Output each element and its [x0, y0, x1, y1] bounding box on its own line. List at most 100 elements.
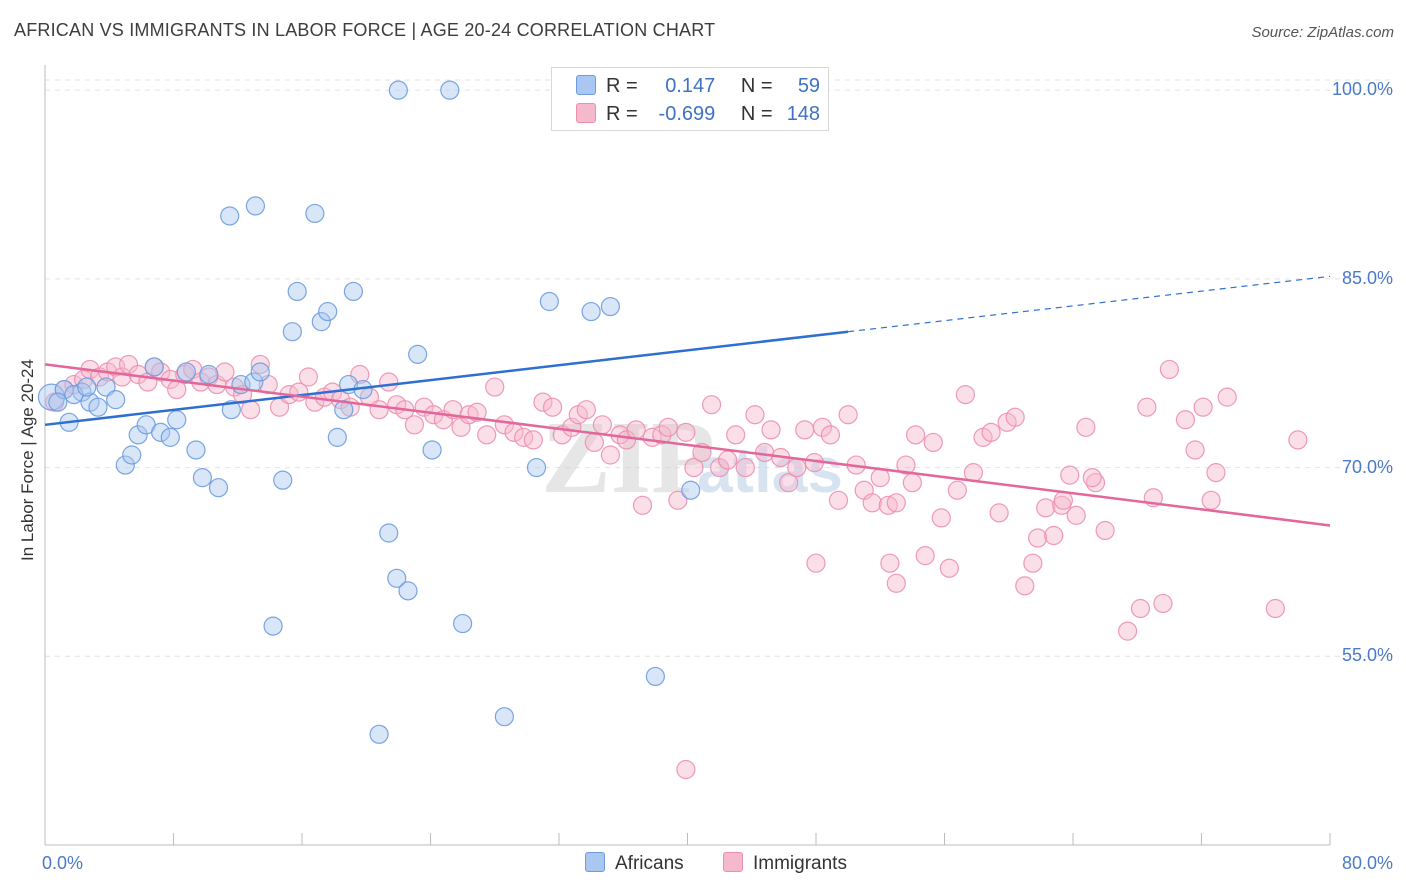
immigrants-point	[862, 493, 882, 513]
immigrants-point	[1015, 576, 1035, 596]
immigrants-point	[710, 457, 730, 478]
bottom-legend-label: Africans	[615, 853, 684, 874]
immigrants-point	[745, 405, 765, 425]
africans-point	[343, 281, 363, 302]
immigrants-point	[632, 495, 653, 515]
immigrants-point	[880, 553, 900, 573]
immigrants-point	[1265, 598, 1285, 619]
africans-point	[369, 724, 389, 744]
immigrants-point	[1159, 359, 1179, 380]
r-label: R =	[606, 75, 638, 97]
r-value-africans: 0.147	[665, 75, 716, 97]
immigrants-point	[658, 417, 678, 437]
trend-lines	[44, 275, 1331, 527]
immigrants-point	[379, 372, 399, 392]
immigrants-point	[1153, 593, 1173, 614]
immigrants-point	[981, 422, 1001, 442]
immigrants-point	[1005, 407, 1025, 427]
africans-point	[208, 478, 229, 498]
africans-point	[311, 312, 331, 332]
immigrants-point	[467, 402, 487, 422]
immigrants-point	[902, 473, 922, 493]
immigrants-point	[1217, 387, 1237, 407]
africans-point	[526, 457, 547, 478]
n-label: N =	[740, 75, 773, 97]
africans-point	[387, 568, 407, 588]
immigrants-point	[828, 490, 849, 510]
immigrants-point	[1066, 505, 1086, 525]
africans-point	[287, 281, 307, 302]
africans-point	[645, 666, 665, 687]
africans-point	[681, 480, 701, 500]
immigrants-point	[896, 455, 916, 475]
immigrants-point	[905, 425, 926, 445]
source-label: Source: ZipAtlas.com	[1251, 24, 1394, 41]
africans-point	[186, 440, 206, 460]
africans-point	[122, 445, 142, 465]
africans-point	[144, 357, 164, 377]
africans-point	[318, 301, 338, 322]
immigrants-point	[1206, 463, 1226, 483]
bottom-legend-africans: Africans	[585, 852, 684, 875]
n-value-immigrants: 148	[786, 103, 821, 125]
immigrants-point	[676, 759, 696, 780]
immigrants-point	[820, 425, 841, 445]
africans-trend-extension	[848, 275, 1331, 333]
immigrants-point	[989, 503, 1009, 523]
immigrants-point	[701, 395, 722, 415]
immigrants-point	[1085, 473, 1106, 493]
legend-row-immigrants: R = -0.699 N = 148	[576, 102, 820, 126]
immigrants-point	[726, 425, 746, 445]
immigrants-point	[477, 425, 497, 445]
immigrants-swatch	[576, 103, 596, 123]
africans-point	[263, 616, 283, 636]
bottom-legend-label: Immigrants	[753, 853, 847, 874]
africans-point	[379, 523, 399, 543]
africans-point	[398, 581, 418, 601]
africans-point	[176, 362, 196, 382]
immigrants-point	[626, 420, 646, 440]
immigrants-point	[485, 377, 505, 397]
immigrants-point	[523, 430, 543, 450]
immigrants-point	[151, 362, 171, 382]
immigrants-point	[404, 415, 425, 435]
immigrants-point	[668, 490, 688, 510]
immigrants-point	[652, 425, 672, 445]
africans-point	[440, 80, 460, 100]
immigrants-point	[779, 473, 799, 493]
africans-swatch	[576, 75, 596, 95]
immigrants-point	[1076, 417, 1096, 437]
africans-point	[106, 390, 126, 410]
immigrants-point	[533, 392, 553, 412]
africans-point	[273, 470, 293, 490]
immigrants-point	[806, 553, 826, 573]
africans-point	[167, 410, 187, 430]
immigrants-point	[241, 400, 261, 420]
n-value-africans: 59	[797, 75, 821, 97]
africans-point	[388, 80, 408, 100]
africans-point	[327, 427, 347, 447]
immigrants-point	[215, 362, 235, 382]
grid-lines	[45, 79, 1393, 657]
africans-point	[48, 392, 68, 412]
y-tick-label: 70.0%	[1341, 456, 1393, 477]
africans-point	[422, 440, 442, 460]
immigrants-point	[1028, 528, 1048, 548]
immigrants-point	[718, 450, 738, 470]
africans-point	[37, 383, 66, 411]
immigrants-point	[886, 493, 906, 513]
immigrants-point	[939, 558, 959, 578]
immigrants-point	[1137, 397, 1157, 417]
legend-row-africans: R = 0.147 N = 59	[576, 74, 820, 98]
immigrants-point	[754, 442, 775, 463]
immigrants-point	[955, 385, 975, 405]
africans-point	[128, 425, 148, 445]
immigrants-point	[812, 417, 833, 437]
y-tick-label: 85.0%	[1341, 267, 1393, 288]
immigrants-trend-line	[44, 363, 1331, 527]
immigrants-point	[684, 457, 704, 478]
immigrants-point	[838, 405, 858, 425]
immigrants-point	[947, 480, 967, 500]
africans-point	[305, 203, 325, 224]
